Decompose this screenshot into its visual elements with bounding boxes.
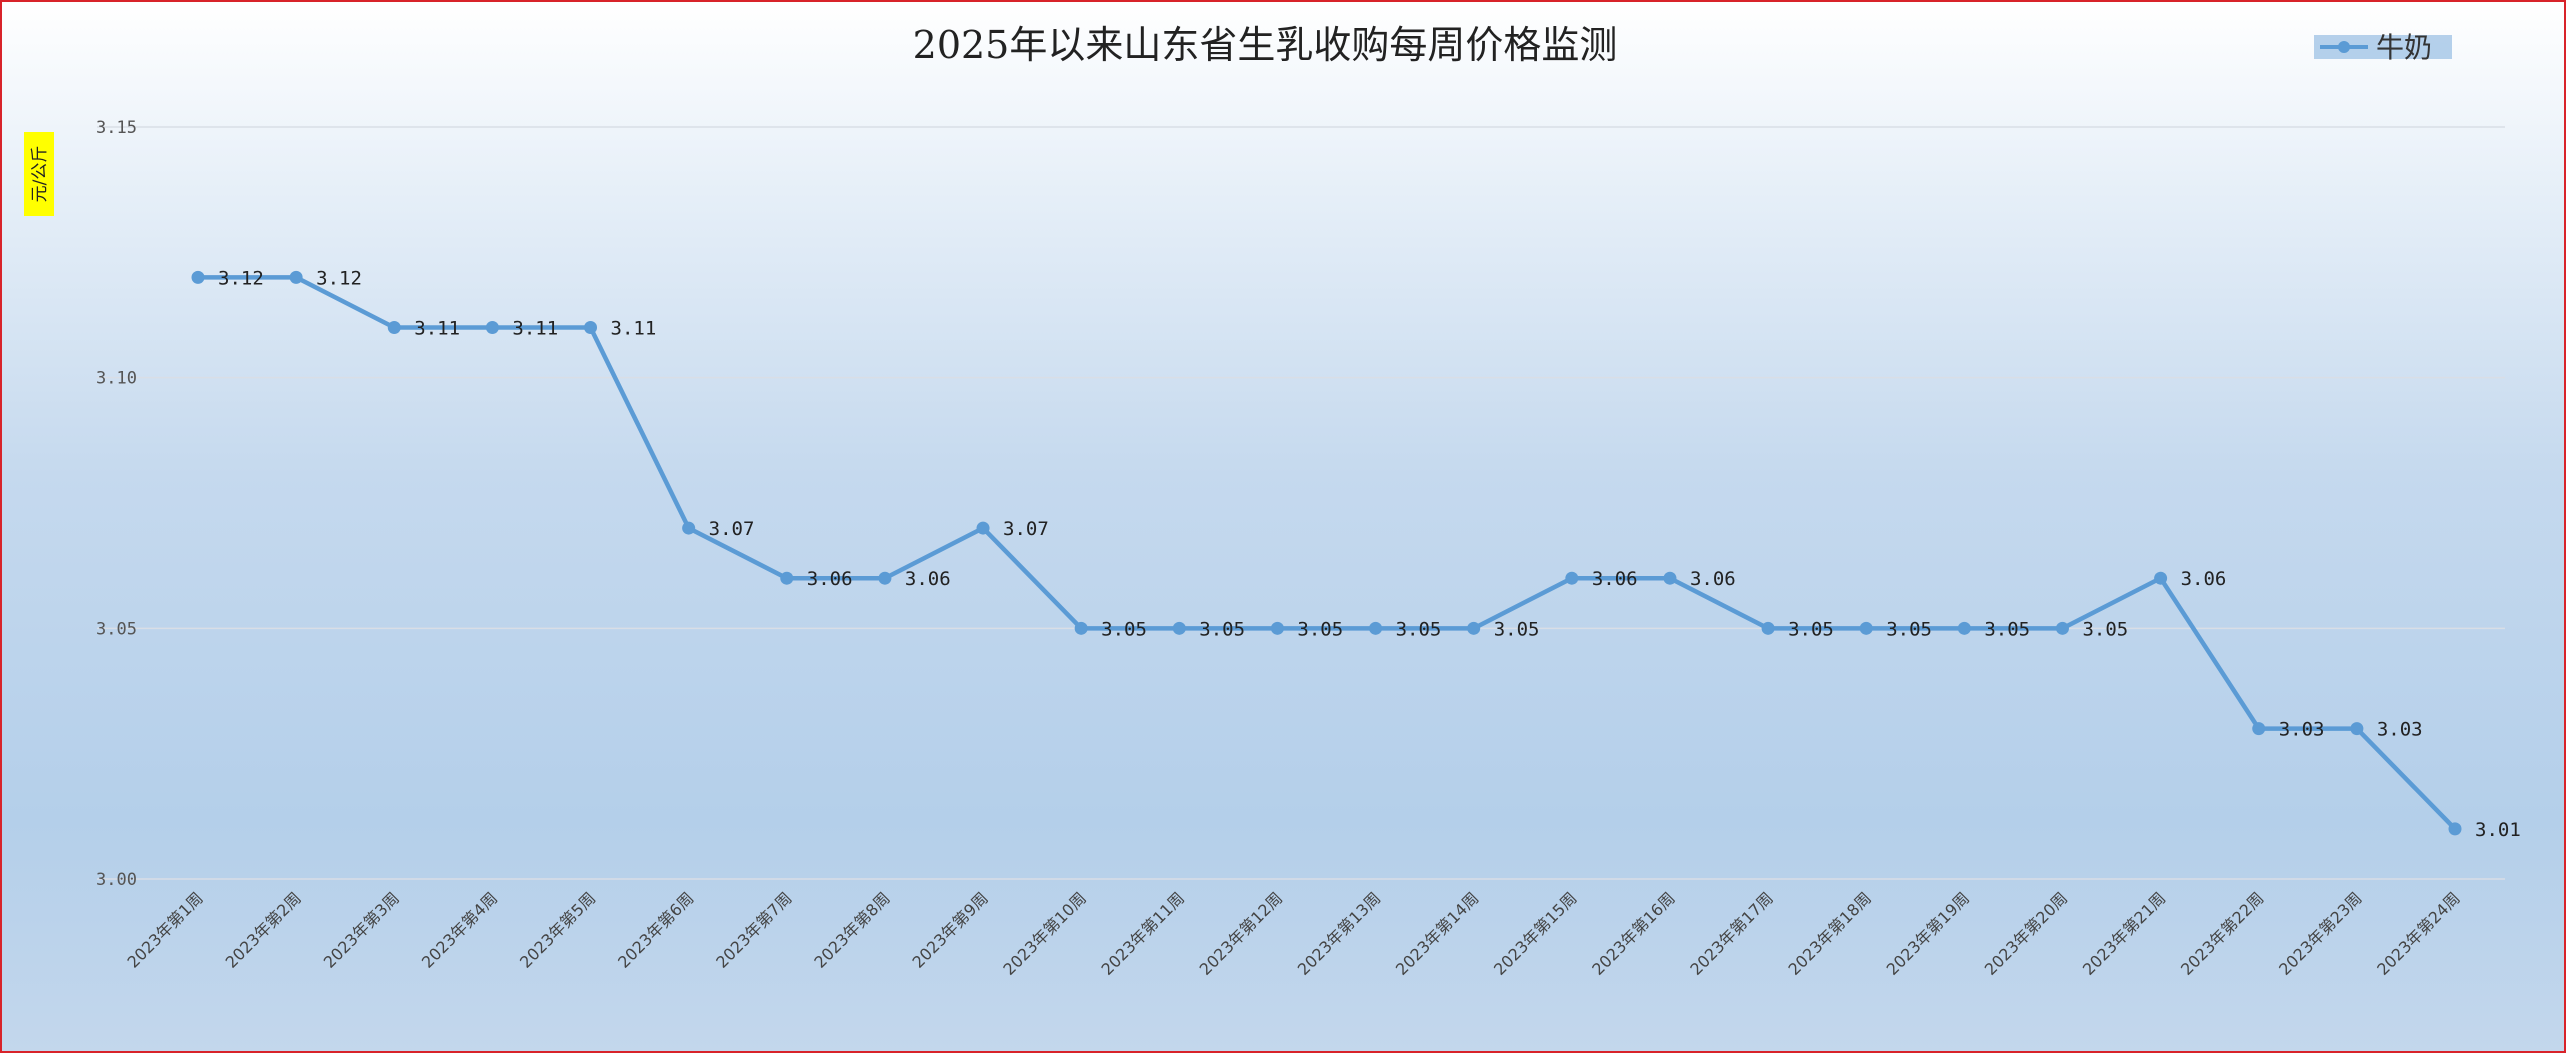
y-tick-label: 3.15: [96, 118, 137, 138]
data-point[interactable]: [682, 521, 696, 535]
data-point[interactable]: [387, 321, 401, 335]
y-axis-ticks: 3.00 3.05 3.10 3.15: [96, 118, 137, 890]
data-point[interactable]: [2252, 722, 2266, 736]
x-tick-label: 2023年第16周: [1588, 888, 1679, 979]
x-tick-label: 2023年第12周: [1196, 888, 1287, 979]
data-labels: 3.12 3.12 3.11 3.11 3.11 3.07 3.06 3.06 3.07 3.05…: [218, 267, 2521, 840]
data-point[interactable]: [2154, 571, 2168, 585]
x-tick-label: 2023年第3周: [320, 888, 403, 971]
x-tick-label: 2023年第24周: [2373, 888, 2464, 979]
data-point[interactable]: [1369, 621, 1383, 635]
legend-label: 牛奶: [2376, 31, 2432, 64]
data-label: 3.05: [1494, 618, 1540, 640]
data-point[interactable]: [584, 321, 598, 335]
data-label: 3.07: [1003, 518, 1049, 540]
x-tick-label: 2023年第13周: [1294, 888, 1385, 979]
data-label: 3.06: [905, 568, 951, 590]
x-tick-label: 2023年第17周: [1686, 888, 1777, 979]
data-point[interactable]: [1467, 621, 1481, 635]
data-point[interactable]: [1074, 621, 1088, 635]
data-point[interactable]: [878, 571, 892, 585]
data-label: 3.06: [807, 568, 853, 590]
data-label: 3.05: [1886, 618, 1932, 640]
data-label: 3.05: [1297, 618, 1343, 640]
data-point[interactable]: [2055, 621, 2069, 635]
data-point[interactable]: [2448, 822, 2462, 836]
data-point[interactable]: [485, 321, 499, 335]
data-point[interactable]: [1565, 571, 1579, 585]
data-label: 3.05: [1101, 618, 1147, 640]
data-label: 3.06: [1592, 568, 1638, 590]
data-label: 3.05: [1199, 618, 1245, 640]
data-point[interactable]: [1663, 571, 1677, 585]
x-tick-label: 2023年第23周: [2275, 888, 2366, 979]
data-label: 3.05: [1396, 618, 1442, 640]
y-tick-label: 3.10: [96, 369, 137, 389]
data-label: 3.05: [2082, 618, 2128, 640]
x-tick-label: 2023年第5周: [516, 888, 599, 971]
data-label: 3.11: [611, 318, 657, 340]
data-point[interactable]: [289, 270, 303, 284]
x-tick-label: 2023年第9周: [908, 888, 991, 971]
y-axis-label-highlight: [24, 132, 54, 216]
x-tick-label: 2023年第14周: [1392, 888, 1483, 979]
x-tick-label: 2023年第10周: [999, 888, 1090, 979]
y-tick-label: 3.00: [96, 870, 137, 890]
x-tick-label: 2023年第20周: [1981, 888, 2072, 979]
data-label: 3.12: [218, 267, 264, 289]
chart-title: 2025年以来山东省生乳收购每周价格监测: [913, 23, 1618, 67]
x-tick-label: 2023年第15周: [1490, 888, 1581, 979]
x-tick-label: 2023年第2周: [222, 888, 305, 971]
data-point[interactable]: [1172, 621, 1186, 635]
x-tick-label: 2023年第18周: [1784, 888, 1875, 979]
series-line-0: [195, 275, 2458, 832]
data-point[interactable]: [2350, 722, 2364, 736]
series-layer: [191, 270, 2462, 836]
y-axis-label-text: 元/公斤: [30, 146, 50, 203]
data-label: 3.06: [1690, 568, 1736, 590]
x-tick-label: 2023年第7周: [712, 888, 795, 971]
data-label: 3.11: [512, 318, 558, 340]
x-tick-label: 2023年第6周: [614, 888, 697, 971]
x-tick-label: 2023年第1周: [123, 888, 206, 971]
x-tick-label: 2023年第11周: [1098, 888, 1189, 979]
data-point[interactable]: [780, 571, 794, 585]
x-tick-label: 2023年第19周: [1883, 888, 1974, 979]
x-axis-ticks: 2023年第1周 2023年第2周 2023年第3周 2023年第4周 2023年第5周…: [123, 888, 2463, 979]
legend[interactable]: 牛奶: [2314, 31, 2452, 64]
x-tick-label: 2023年第21周: [2079, 888, 2170, 979]
data-label: 3.03: [2279, 719, 2325, 741]
data-label: 3.12: [316, 267, 362, 289]
legend-marker-swatch: [2338, 41, 2350, 53]
data-point[interactable]: [976, 521, 990, 535]
x-tick-label: 2023年第4周: [418, 888, 501, 971]
data-point[interactable]: [1270, 621, 1284, 635]
grid-lines: [97, 126, 2505, 880]
x-tick-label: 2023年第22周: [2177, 888, 2268, 979]
data-point[interactable]: [1859, 621, 1873, 635]
data-label: 3.05: [1788, 618, 1834, 640]
data-point[interactable]: [1957, 621, 1971, 635]
y-tick-label: 3.05: [96, 619, 137, 639]
y-axis-label: 元/公斤: [24, 132, 54, 216]
x-tick-label: 2023年第8周: [810, 888, 893, 971]
data-label: 3.03: [2377, 719, 2423, 741]
data-label: 3.06: [2181, 568, 2227, 590]
data-label: 3.01: [2475, 819, 2521, 841]
data-label: 3.07: [709, 518, 755, 540]
data-point[interactable]: [191, 270, 205, 284]
data-label: 3.11: [414, 318, 460, 340]
data-point[interactable]: [1761, 621, 1775, 635]
data-label: 3.05: [1984, 618, 2030, 640]
